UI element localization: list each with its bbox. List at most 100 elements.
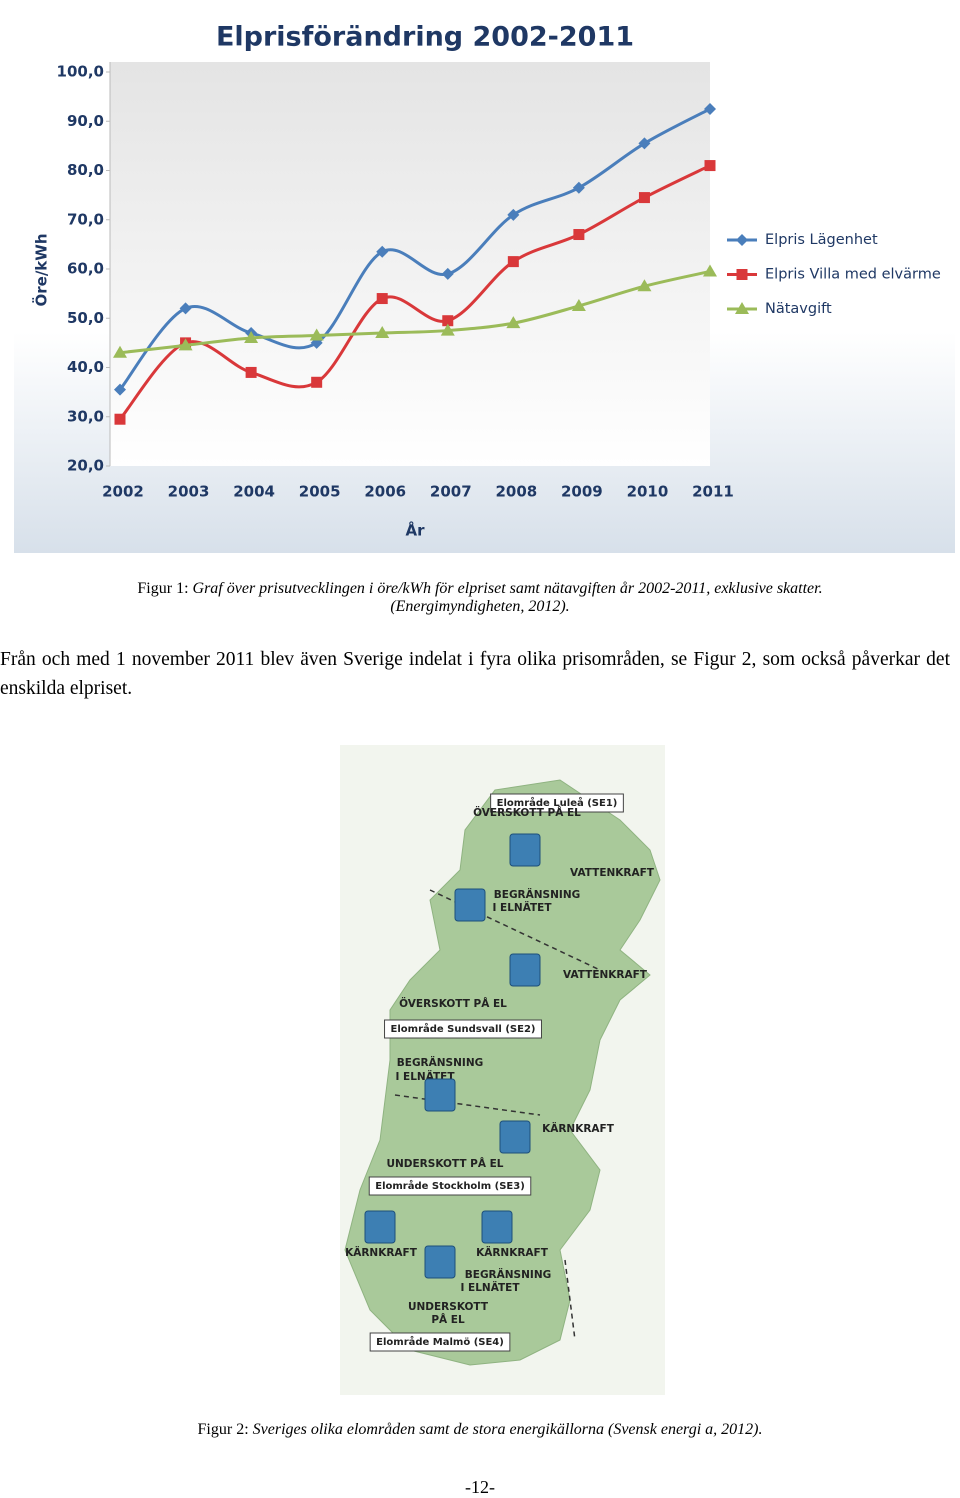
sweden-shape (344, 779, 661, 1366)
map-label: KÄRNKRAFT (345, 1245, 418, 1259)
caption-text: Sveriges olika elområden samt de stora e… (252, 1421, 763, 1438)
y-tick-label: 20,0 (67, 457, 104, 475)
caption-citation: (Energimyndigheten, 2012). (390, 598, 570, 615)
marker (571, 298, 586, 311)
map-label: BEGRÄNSNING (494, 887, 580, 901)
x-tick-label: 2011 (692, 483, 734, 501)
marker (507, 208, 520, 221)
marker (376, 245, 389, 258)
area-box (490, 793, 624, 813)
icon (509, 953, 541, 987)
marker (703, 264, 717, 277)
marker (506, 316, 521, 329)
y-tick-label: 30,0 (67, 407, 104, 425)
x-tick-label: 2008 (495, 483, 537, 501)
series-line (118, 164, 711, 421)
marker (178, 338, 193, 351)
map-label: I ELNÄTET (460, 1280, 520, 1294)
map-label: KÄRNKRAFT (476, 1245, 549, 1259)
figure1-caption: Figur 1: Graf över prisutvecklingen i ör… (0, 580, 960, 616)
legend-marker (736, 269, 748, 280)
icon (509, 833, 541, 867)
map-label: UNDERSKOTT PÅ EL (386, 1157, 503, 1170)
x-tick-label: 2010 (627, 483, 669, 501)
y-tick-label: 40,0 (67, 358, 104, 376)
marker (573, 229, 585, 241)
legend-label: Elpris Lägenhet (765, 232, 878, 248)
x-tick-label: 2007 (430, 483, 472, 501)
x-tick-label: 2002 (102, 483, 144, 501)
marker (113, 345, 127, 358)
y-tick-label: 90,0 (67, 112, 104, 130)
map-label: ÖVERSKOTT PÅ EL (473, 805, 581, 819)
marker (114, 413, 126, 425)
marker (507, 256, 519, 268)
area-box (369, 1332, 511, 1352)
caption-text: Graf över prisutvecklingen i öre/kWh för… (192, 580, 823, 597)
marker (441, 267, 454, 280)
y-tick-label: 60,0 (67, 260, 104, 278)
legend-label: Nätavgift (765, 301, 832, 317)
area-box (368, 1176, 532, 1196)
x-tick-label: 2004 (233, 483, 275, 501)
icon (454, 888, 486, 922)
map: Elområde Luleå (SE1)ÖVERSKOTT PÅ ELVATTE… (340, 745, 665, 1395)
marker (638, 192, 650, 204)
marker (572, 181, 585, 194)
icon (364, 1210, 396, 1244)
y-axis-label: Öre/kWh (32, 233, 51, 306)
marker (245, 366, 257, 378)
plot-area (110, 62, 710, 466)
series-line (118, 107, 711, 391)
x-tick-label: 2005 (299, 483, 341, 501)
map-label: Elområde Malmö (SE4) (376, 1335, 504, 1348)
map-label: KÄRNKRAFT (542, 1121, 615, 1135)
map-label: VATTENKRAFT (563, 969, 648, 981)
paragraph: Från och med 1 november 2011 blev även S… (0, 649, 950, 699)
chart: Elprisförändring 2002-2011 Öre/kWh År 20… (14, 0, 955, 553)
x-tick-label: 2006 (364, 483, 406, 501)
marker (309, 328, 324, 341)
area-box (384, 1019, 542, 1039)
marker (375, 326, 390, 339)
caption-label: Figur 1: (137, 580, 189, 597)
icon (424, 1078, 456, 1112)
marker (442, 315, 454, 327)
icon (481, 1210, 513, 1244)
marker (179, 302, 192, 315)
map-label: Elområde Stockholm (SE3) (375, 1179, 525, 1192)
y-tick-label: 80,0 (67, 161, 104, 179)
map-label: Elområde Luleå (SE1) (497, 796, 618, 809)
marker (638, 137, 651, 150)
map-label: BEGRÄNSNING (465, 1267, 551, 1281)
legend-marker (735, 302, 749, 314)
marker (704, 160, 716, 172)
series-line (119, 269, 711, 355)
caption-label: Figur 2: (197, 1421, 249, 1438)
map-label: I ELNÄTET (492, 900, 552, 914)
marker (114, 383, 126, 396)
map-label: ÖVERSKOTT PÅ EL (399, 996, 507, 1010)
y-tick-label: 50,0 (67, 309, 104, 327)
map-label: PÅ EL (431, 1313, 465, 1326)
x-tick-label: 2009 (561, 483, 603, 501)
marker (637, 279, 652, 292)
icon (424, 1245, 456, 1279)
marker (376, 293, 388, 305)
marker (244, 330, 259, 343)
legend-marker (736, 234, 748, 246)
map-label: UNDERSKOTT (408, 1301, 489, 1313)
marker (311, 376, 323, 388)
y-tick-label: 70,0 (67, 210, 104, 228)
map-label: VATTENKRAFT (570, 867, 655, 879)
chart-title: Elprisförändring 2002-2011 (216, 22, 634, 53)
page-number: -12- (465, 1477, 495, 1497)
icon (499, 1120, 531, 1154)
x-axis-label: År (405, 521, 425, 540)
x-tick-label: 2003 (168, 483, 210, 501)
y-tick-label: 100,0 (57, 63, 104, 81)
marker (704, 102, 716, 115)
legend-label: Elpris Villa med elvärme (765, 267, 941, 283)
map-label: BEGRÄNSNING (397, 1055, 483, 1069)
